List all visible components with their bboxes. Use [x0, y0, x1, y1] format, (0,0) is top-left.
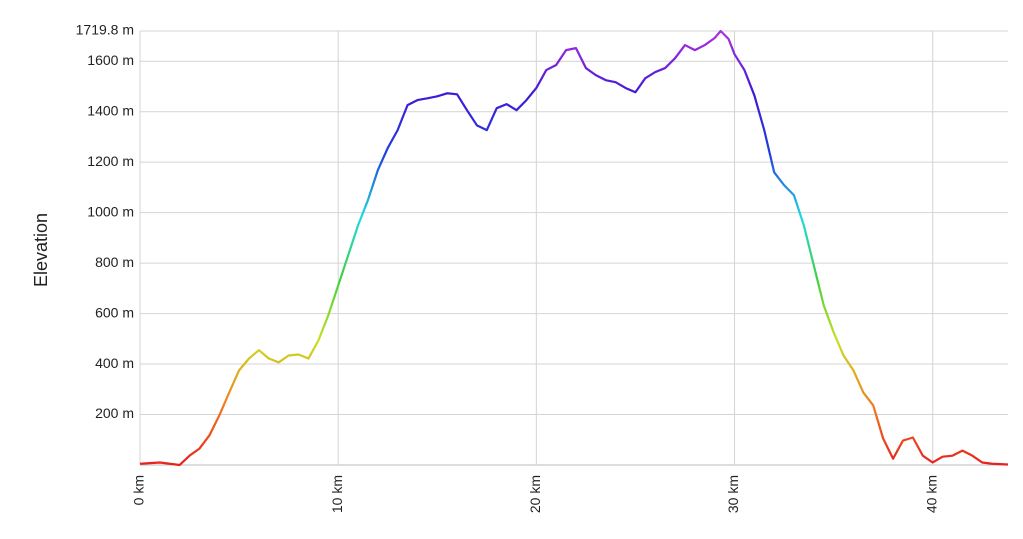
- x-tick-label: 20 km: [527, 475, 543, 513]
- y-tick-label: 800 m: [95, 254, 134, 270]
- y-tick-label: 1000 m: [87, 203, 134, 219]
- x-tick-label: 30 km: [725, 475, 741, 513]
- y-tick-label: 1400 m: [87, 102, 134, 118]
- y-tick-label: 600 m: [95, 304, 134, 320]
- y-tick-label: 1600 m: [87, 52, 134, 68]
- elevation-line: [139, 29, 1009, 467]
- y-tick-label: 200 m: [95, 405, 134, 421]
- x-tick-label: 40 km: [923, 475, 939, 513]
- y-tick-label: 1200 m: [87, 153, 134, 169]
- y-axis-title: Elevation: [31, 213, 51, 287]
- x-tick-label: 0 km: [131, 475, 147, 505]
- y-tick-label: 1719.8 m: [76, 22, 134, 38]
- y-tick-label: 400 m: [95, 355, 134, 371]
- x-tick-label: 10 km: [329, 475, 345, 513]
